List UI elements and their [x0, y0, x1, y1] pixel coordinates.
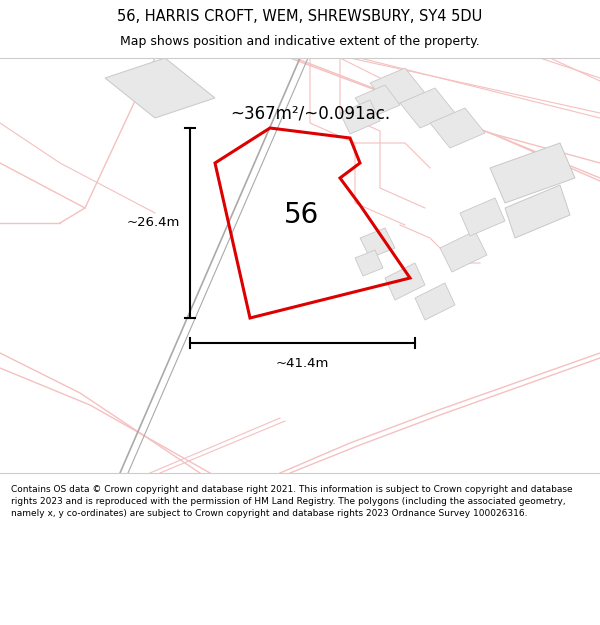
- Polygon shape: [360, 228, 395, 258]
- Polygon shape: [440, 231, 487, 272]
- Polygon shape: [505, 185, 570, 238]
- Polygon shape: [400, 88, 455, 128]
- Text: ~367m²/~0.091ac.: ~367m²/~0.091ac.: [230, 104, 390, 122]
- Text: ~26.4m: ~26.4m: [127, 216, 180, 229]
- Polygon shape: [355, 85, 400, 118]
- Polygon shape: [340, 100, 380, 134]
- Text: Map shows position and indicative extent of the property.: Map shows position and indicative extent…: [120, 35, 480, 48]
- Text: 56: 56: [284, 201, 320, 229]
- Polygon shape: [370, 68, 425, 108]
- Text: Contains OS data © Crown copyright and database right 2021. This information is : Contains OS data © Crown copyright and d…: [11, 485, 572, 518]
- Text: ~41.4m: ~41.4m: [276, 357, 329, 370]
- Polygon shape: [105, 58, 215, 118]
- Polygon shape: [415, 283, 455, 320]
- Polygon shape: [490, 143, 575, 203]
- Polygon shape: [460, 198, 505, 236]
- Polygon shape: [355, 250, 383, 276]
- Polygon shape: [430, 108, 485, 148]
- Polygon shape: [385, 263, 425, 300]
- Text: 56, HARRIS CROFT, WEM, SHREWSBURY, SY4 5DU: 56, HARRIS CROFT, WEM, SHREWSBURY, SY4 5…: [118, 9, 482, 24]
